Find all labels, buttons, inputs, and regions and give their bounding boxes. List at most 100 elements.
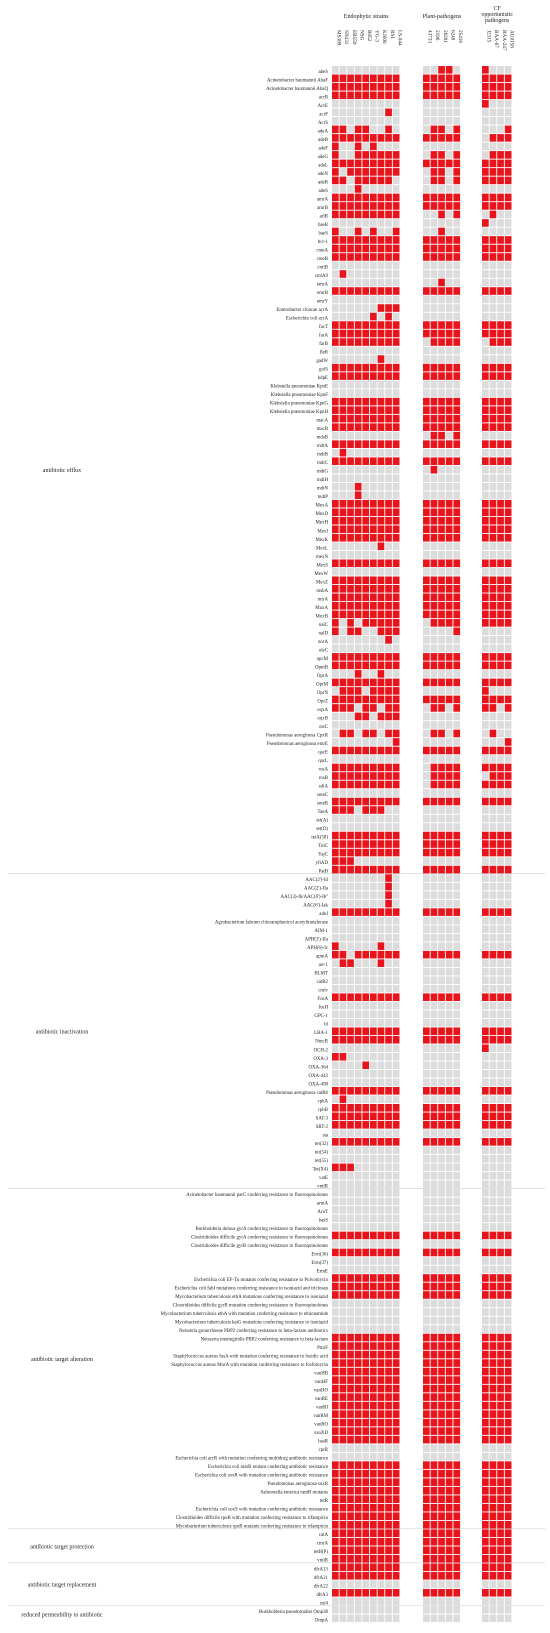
row-label: gadW: [316, 359, 328, 364]
heatmap-cell-present: [445, 193, 453, 202]
heatmap-cell-absent: [482, 491, 489, 500]
heatmap-cell-absent: [354, 1095, 362, 1104]
heatmap-cell-absent: [392, 100, 400, 108]
heatmap-cell-absent: [453, 219, 461, 227]
heatmap-cell-present: [438, 1435, 445, 1444]
heatmap-cell-present: [482, 585, 489, 593]
heatmap-cell-present: [377, 1427, 385, 1435]
heatmap-cell-absent: [377, 1189, 385, 1197]
heatmap-cell-absent: [445, 278, 453, 287]
heatmap-cell-present: [392, 1359, 400, 1367]
heatmap-cell-present: [423, 508, 430, 517]
heatmap-cell-present: [354, 338, 362, 346]
heatmap-cell-absent: [377, 882, 385, 891]
heatmap-cell-absent: [453, 1223, 461, 1231]
heatmap-cell-absent: [438, 1444, 445, 1452]
heatmap-cell-present: [339, 1112, 347, 1121]
heatmap-cell-absent: [332, 1240, 339, 1248]
heatmap-cell-present: [370, 134, 377, 142]
heatmap-cell-absent: [453, 755, 461, 763]
row-label: OXA-364: [308, 1065, 328, 1070]
heatmap-cell-present: [489, 1282, 497, 1291]
heatmap-cell-present: [453, 406, 461, 414]
heatmap-cell-absent: [497, 704, 504, 712]
heatmap-cell-absent: [347, 176, 354, 185]
heatmap-cell-absent: [347, 278, 354, 287]
heatmap-cell-present: [332, 1435, 339, 1444]
heatmap-cell-absent: [370, 942, 377, 950]
heatmap-cell-present: [504, 1563, 512, 1572]
heatmap-cell-absent: [354, 1597, 362, 1606]
heatmap-cell-absent: [385, 916, 392, 925]
heatmap-cell-absent: [438, 1129, 445, 1138]
heatmap-cell-present: [438, 1027, 445, 1036]
heatmap-cell-present: [377, 329, 385, 338]
heatmap-cell-absent: [438, 814, 445, 823]
heatmap-cell-present: [347, 236, 354, 244]
heatmap-cell-present: [445, 440, 453, 448]
heatmap-cell-absent: [482, 1265, 489, 1274]
heatmap-cell-absent: [377, 185, 385, 193]
heatmap-cell-absent: [445, 1018, 453, 1027]
heatmap-cell-absent: [347, 755, 354, 763]
heatmap-cell-present: [370, 406, 377, 414]
heatmap-cell-present: [423, 797, 430, 806]
heatmap-cell-absent: [392, 1316, 400, 1325]
heatmap-cell-absent: [385, 925, 392, 933]
heatmap-cell-present: [497, 1274, 504, 1282]
heatmap-cell-present: [347, 159, 354, 168]
heatmap-cell-absent: [430, 899, 438, 908]
heatmap-cell-absent: [332, 1044, 339, 1053]
heatmap-cell-absent: [385, 1189, 392, 1197]
heatmap-cell-absent: [392, 1172, 400, 1180]
heatmap-cell-present: [438, 244, 445, 253]
heatmap-cell-present: [482, 253, 489, 261]
heatmap-cell-absent: [445, 1316, 453, 1325]
heatmap-cell-present: [377, 1546, 385, 1555]
heatmap-cell-absent: [445, 636, 453, 644]
row-label: mdtC: [317, 461, 328, 466]
heatmap-cell-absent: [385, 567, 392, 576]
heatmap-cell-present: [482, 236, 489, 244]
heatmap-cell-present: [392, 687, 400, 695]
heatmap-cell-present: [385, 508, 392, 517]
heatmap-cell-absent: [438, 1597, 445, 1606]
heatmap-cell-present: [354, 746, 362, 755]
heatmap-cell-absent: [453, 1180, 461, 1189]
heatmap-cell-present: [504, 423, 512, 431]
heatmap-cell-absent: [423, 729, 430, 738]
heatmap-cell-absent: [497, 916, 504, 925]
heatmap-cell-present: [385, 1112, 392, 1121]
heatmap-cell-absent: [354, 1163, 362, 1172]
heatmap-cell-present: [362, 1435, 370, 1444]
heatmap-cell-absent: [362, 1265, 370, 1274]
heatmap-cell-absent: [385, 942, 392, 950]
heatmap-cell-absent: [332, 1189, 339, 1197]
row-label: OprM: [316, 682, 329, 687]
heatmap-cell-present: [504, 287, 512, 295]
heatmap-cell-present: [497, 950, 504, 959]
heatmap-cell-present: [385, 1461, 392, 1469]
heatmap-cell-present: [377, 687, 385, 695]
heatmap-cell-present: [430, 1035, 438, 1044]
heatmap-cell-present: [347, 457, 354, 465]
heatmap-cell-present: [354, 1282, 362, 1291]
heatmap-cell-absent: [453, 1197, 461, 1206]
heatmap-cell-absent: [423, 210, 430, 219]
heatmap-cell-present: [489, 559, 497, 568]
heatmap-cell-absent: [339, 295, 347, 304]
heatmap-cell-absent: [354, 789, 362, 797]
heatmap-cell-absent: [445, 755, 453, 763]
heatmap-cell-absent: [332, 1452, 339, 1461]
heatmap-cell-present: [453, 457, 461, 465]
heatmap-cell-present: [489, 210, 497, 219]
heatmap-cell-present: [504, 1291, 512, 1299]
heatmap-cell-absent: [445, 721, 453, 729]
heatmap-cell-absent: [339, 465, 347, 474]
heatmap-cell-absent: [497, 1044, 504, 1053]
heatmap-cell-present: [332, 1486, 339, 1495]
heatmap-cell-absent: [438, 346, 445, 355]
heatmap-cell-present: [504, 1376, 512, 1384]
heatmap-cell-absent: [392, 806, 400, 814]
heatmap-cell-present: [482, 678, 489, 687]
